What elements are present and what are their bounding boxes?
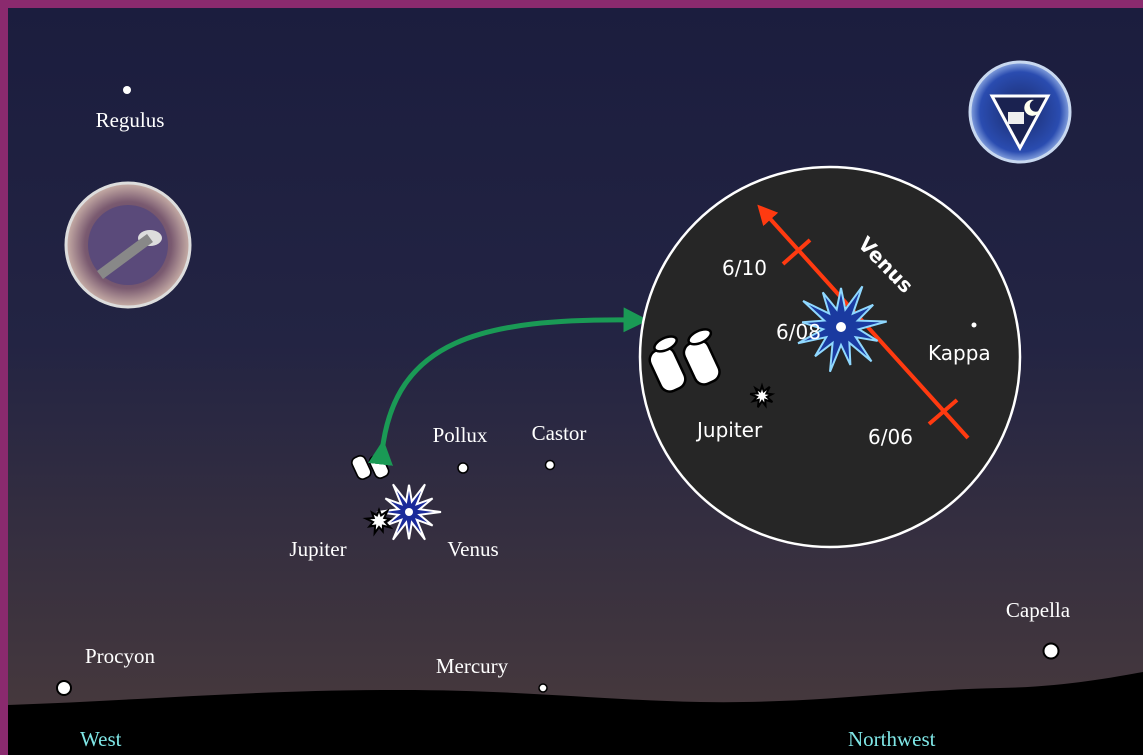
star xyxy=(972,323,977,328)
star-label: Castor xyxy=(532,421,587,445)
star xyxy=(57,681,71,695)
logo-right xyxy=(970,62,1070,162)
date-label: 6/06 xyxy=(868,425,913,449)
star xyxy=(123,86,131,94)
star-label: Jupiter xyxy=(695,418,763,442)
date-label: 6/10 xyxy=(722,256,767,280)
date-label: 6/08 xyxy=(776,320,821,344)
logo-left xyxy=(66,183,190,307)
star-label: Regulus xyxy=(96,108,165,132)
star-label: Kappa xyxy=(928,341,991,365)
direction-label: Northwest xyxy=(848,727,936,751)
star-label: Capella xyxy=(1006,598,1071,622)
starburst-core xyxy=(405,508,413,516)
star-label: Pollux xyxy=(433,423,488,447)
sky-chart: Regulus Procyon Pollux Castor Mercury Ca… xyxy=(0,0,1143,755)
star-label: Procyon xyxy=(85,644,155,668)
star xyxy=(458,463,468,473)
star xyxy=(1044,644,1059,659)
star xyxy=(546,461,555,470)
direction-label: West xyxy=(80,727,122,751)
star-label: Jupiter xyxy=(289,537,346,561)
star-label: Venus xyxy=(447,537,498,561)
star-label: Mercury xyxy=(436,654,509,678)
starburst-core xyxy=(836,322,846,332)
star xyxy=(539,684,547,692)
